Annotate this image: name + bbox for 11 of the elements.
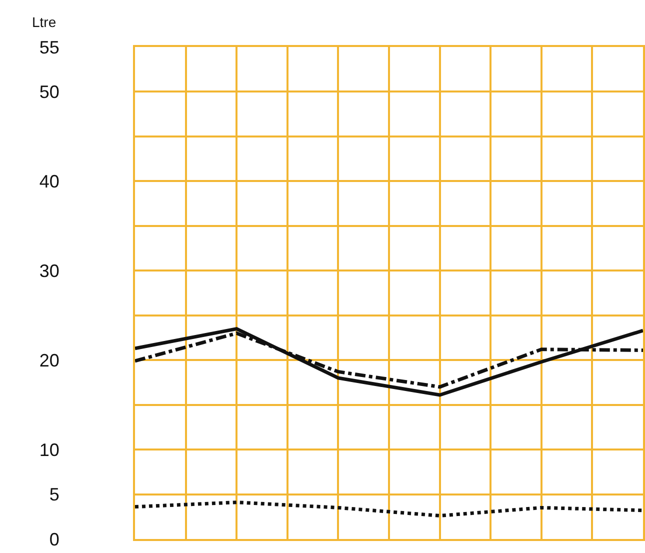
y-tick-label: 50 bbox=[39, 82, 60, 102]
y-tick-label: 30 bbox=[39, 260, 60, 281]
y-tick-label: 10 bbox=[39, 440, 60, 460]
y-tick-label: 5 bbox=[49, 484, 60, 505]
y-tick-label: 55 bbox=[39, 37, 60, 58]
y-tick-label: 0 bbox=[49, 529, 60, 550]
y-tick-label: 40 bbox=[39, 171, 60, 192]
y-axis-title: Ltre bbox=[32, 14, 56, 30]
line-series bbox=[135, 500, 643, 518]
line-series bbox=[135, 327, 643, 397]
y-tick-label: 20 bbox=[39, 350, 60, 370]
